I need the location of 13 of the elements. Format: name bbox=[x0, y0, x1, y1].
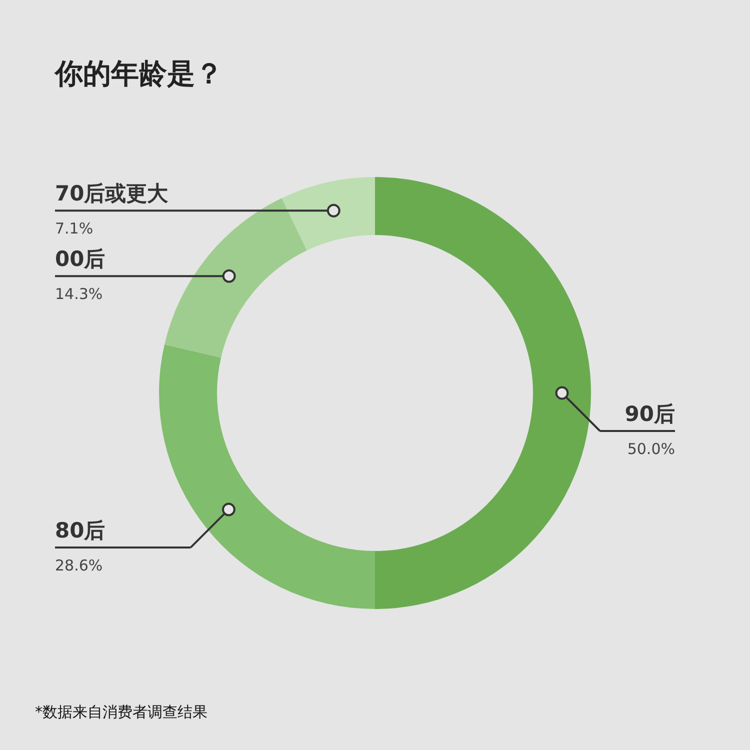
donut-slice bbox=[375, 177, 591, 609]
data-label: 7.1% bbox=[55, 220, 94, 238]
slice-label: 00后 bbox=[55, 247, 106, 272]
donut-slice bbox=[159, 344, 375, 609]
data-label: 50.0% bbox=[627, 440, 675, 458]
slice-label: 80后 bbox=[55, 518, 106, 542]
donut-slice bbox=[282, 177, 375, 250]
data-label: 14.3% bbox=[55, 285, 103, 304]
data-label: 28.6% bbox=[55, 556, 103, 574]
slice-label: 90后 bbox=[624, 402, 675, 426]
slice-label: 70后或更大 bbox=[55, 182, 170, 206]
text: *数据来自消费者调查结果 bbox=[35, 703, 208, 721]
chart-title: 你的年龄是？ bbox=[53, 57, 223, 90]
